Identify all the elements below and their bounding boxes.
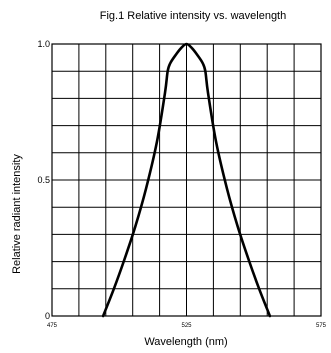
chart-title: Fig.1 Relative intensity vs. wavelength bbox=[100, 10, 286, 22]
x-tick-label: 575 bbox=[316, 323, 327, 329]
y-tick-label: 0 bbox=[45, 311, 50, 321]
tick-labels: 475 525 575 0 0.5 1.0 bbox=[37, 39, 326, 329]
series-line bbox=[101, 42, 272, 318]
x-tick-label: 525 bbox=[181, 323, 192, 329]
x-tick-label: 475 bbox=[47, 323, 58, 329]
y-tick-label: 0.5 bbox=[37, 175, 50, 185]
x-axis-label: Wavelength (nm) bbox=[144, 336, 227, 348]
y-axis-label: Relative radiant intensity bbox=[11, 154, 23, 274]
grid bbox=[52, 44, 321, 316]
y-tick-label: 1.0 bbox=[37, 39, 50, 49]
